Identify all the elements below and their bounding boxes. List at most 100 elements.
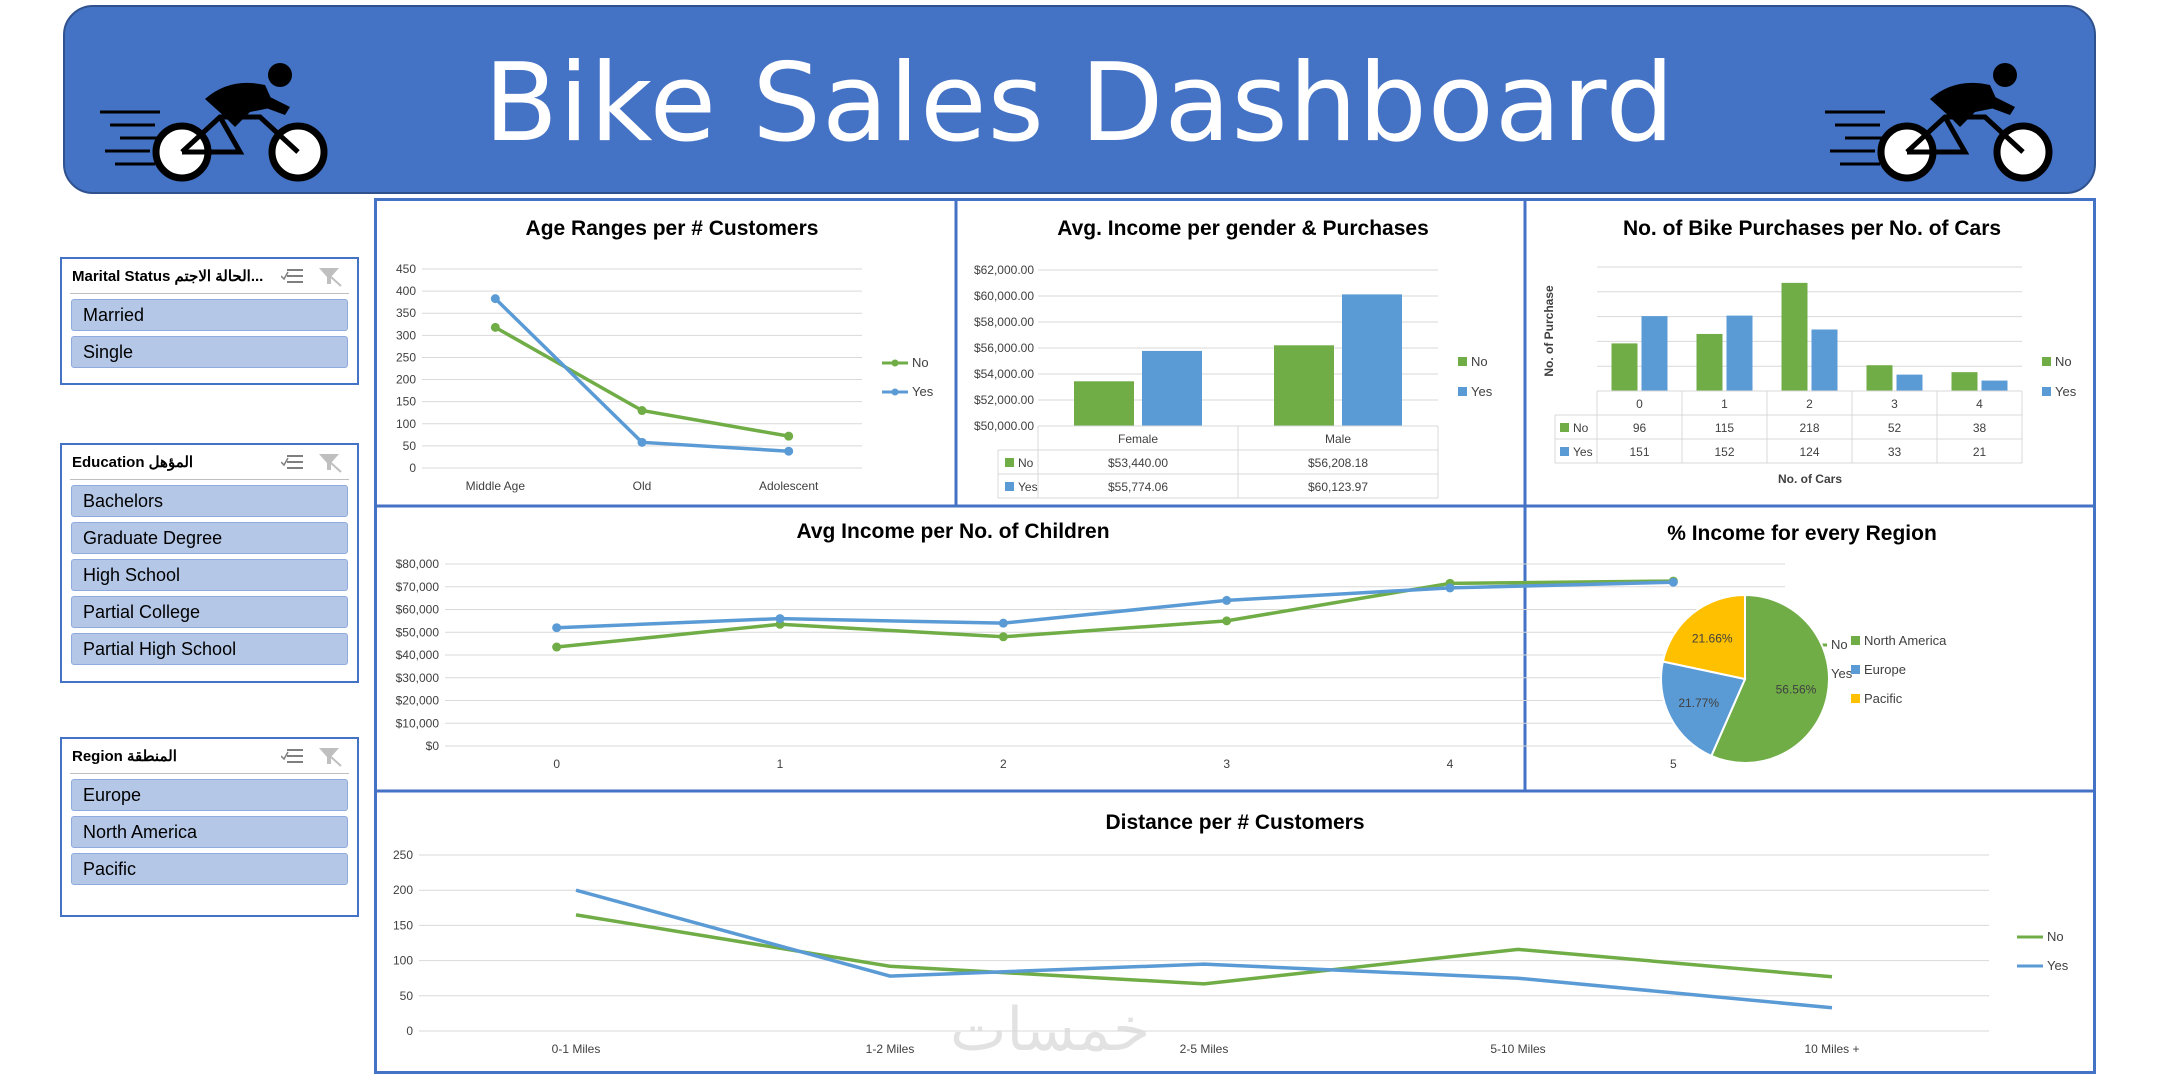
y-tick-label: 150	[393, 918, 413, 932]
pie-data-label: 56.56%	[1776, 683, 1817, 697]
pie-slice-north-america	[1710, 593, 1830, 764]
legend-swatch	[1851, 665, 1860, 674]
slicer-item-pacific[interactable]: Pacific	[71, 853, 348, 885]
multi-select-icon[interactable]	[281, 269, 303, 283]
chart-title: No. of Bike Purchases per No. of Cars	[1623, 217, 2001, 240]
legend-label: North America	[1864, 633, 1947, 648]
data-label: $53,440.00	[1108, 456, 1168, 470]
x-tick-label: 4	[1976, 397, 1983, 411]
data-point	[775, 614, 785, 624]
charts-panel: Age Ranges per # Customers 0 50 100 150 200 25…	[374, 198, 2096, 1074]
y-tick-label: 250	[393, 848, 413, 862]
watermark: خمسات	[950, 995, 1151, 1065]
multi-select-icon[interactable]	[281, 749, 303, 763]
x-tick-label: 1	[1721, 397, 1728, 411]
y-tick-label: $40,000	[396, 648, 440, 662]
x-tick-label: 0	[1636, 397, 1643, 411]
data-label: $60,123.97	[1308, 480, 1368, 494]
data-point	[1222, 616, 1232, 626]
y-tick-label: $80,000	[396, 557, 440, 571]
y-tick-label: $30,000	[396, 671, 440, 685]
x-tick-label: Male	[1325, 432, 1351, 446]
slicer-item-europe[interactable]: Europe	[71, 779, 348, 811]
bar-no	[1781, 282, 1808, 391]
slicer-item-high-school[interactable]: High School	[71, 559, 348, 591]
y-tick-label: $52,000.00	[974, 393, 1034, 407]
slicer-item-single[interactable]: Single	[71, 336, 348, 368]
x-tick-label: 2	[1806, 397, 1813, 411]
legend-label: Yes	[2055, 384, 2077, 399]
data-label: 52	[1888, 421, 1902, 435]
age-ranges-chart: Age Ranges per # Customers 0 50 100 150 200 25…	[396, 217, 934, 493]
income-gender-chart: Avg. Income per gender & Purchases $50,00…	[974, 217, 1493, 499]
data-point	[637, 406, 647, 416]
legend-label: Yes	[1831, 666, 1853, 681]
data-label: $55,774.06	[1108, 480, 1168, 494]
bar-no	[1951, 372, 1978, 391]
data-point	[490, 322, 500, 332]
legend-marker	[891, 388, 899, 396]
y-tick-label: 250	[396, 350, 416, 364]
clear-filter-icon[interactable]	[319, 268, 342, 287]
x-tick-label: 3	[1891, 397, 1898, 411]
bar-yes	[1142, 350, 1202, 426]
region-slicer: Region المنطقة Europe North America Paci…	[60, 737, 359, 917]
y-tick-label: $58,000.00	[974, 315, 1034, 329]
y-tick-label: 50	[400, 989, 414, 1003]
data-point	[637, 437, 647, 447]
y-tick-label: $50,000.00	[974, 419, 1034, 433]
x-tick-label: 0-1 Miles	[552, 1042, 601, 1056]
x-tick-label: 2-5 Miles	[1180, 1042, 1229, 1056]
pie-slice-europe	[1660, 660, 1747, 758]
table-legend-key	[1005, 482, 1014, 491]
x-tick-label: Female	[1118, 432, 1158, 446]
chart-title: Avg Income per No. of Children	[796, 520, 1109, 543]
education-slicer: Education المؤهل Bachelors Graduate Degr…	[60, 443, 359, 683]
slicer-item-bachelors[interactable]: Bachelors	[71, 485, 348, 517]
marital-status-slicer: Marital Status الحالة الاجتم... Married …	[60, 257, 359, 385]
y-tick-label: $10,000	[396, 716, 440, 730]
slicer-title: Education المؤهل	[72, 454, 194, 471]
legend-label: Yes	[1471, 384, 1493, 399]
bar-yes	[1726, 315, 1753, 391]
x-axis-label: No. of Cars	[1778, 472, 1842, 486]
y-tick-label: 200	[396, 373, 416, 387]
y-tick-label: $54,000.00	[974, 367, 1034, 381]
slicer-item-graduate-degree[interactable]: Graduate Degree	[71, 522, 348, 554]
bar-yes	[1641, 316, 1668, 391]
pie-slice-pacific	[1661, 593, 1746, 681]
slicer-item-partial-high-school[interactable]: Partial High School	[71, 633, 348, 665]
multi-select-icon[interactable]	[281, 455, 303, 469]
legend-swatch	[2042, 357, 2051, 366]
pie-data-label: 21.66%	[1692, 632, 1733, 646]
table-row-label: No	[1018, 456, 1034, 470]
y-tick-label: $20,000	[396, 694, 440, 708]
y-tick-label: 150	[396, 395, 416, 409]
legend-swatch	[1851, 636, 1860, 645]
legend-marker	[891, 359, 899, 367]
data-label: $56,208.18	[1308, 456, 1368, 470]
x-tick-label: 5-10 Miles	[1490, 1042, 1545, 1056]
clear-filter-icon[interactable]	[319, 748, 342, 767]
y-tick-label: $62,000.00	[974, 263, 1034, 277]
y-tick-label: 100	[393, 954, 413, 968]
table-legend-key	[1005, 458, 1014, 467]
legend-label: Yes	[912, 384, 934, 399]
table-row-label: No	[1573, 421, 1589, 435]
slicer-item-married[interactable]: Married	[71, 299, 348, 331]
data-point	[490, 294, 500, 304]
slicer-title: Region المنطقة	[72, 748, 177, 765]
slicer-item-partial-college[interactable]: Partial College	[71, 596, 348, 628]
y-tick-label: 200	[393, 883, 413, 897]
purchases-cars-chart: No. of Bike Purchases per No. of Cars No.…	[1542, 217, 2077, 486]
clear-filter-icon[interactable]	[319, 454, 342, 473]
slicer-title: Marital Status الحالة الاجتم...	[72, 268, 264, 285]
slicer-item-north-america[interactable]: North America	[71, 816, 348, 848]
income-children-chart: Avg Income per No. of Children $0 $10,000 $…	[396, 520, 1853, 771]
income-region-chart: % Income for every Region 56.56% North Ame…	[1660, 522, 1947, 764]
data-label: 152	[1714, 445, 1734, 459]
dashboard-title: Bike Sales Dashboard	[483, 41, 1676, 166]
x-tick-label: 0	[553, 757, 560, 771]
data-point	[784, 446, 794, 456]
legend-label: No	[1471, 354, 1488, 369]
